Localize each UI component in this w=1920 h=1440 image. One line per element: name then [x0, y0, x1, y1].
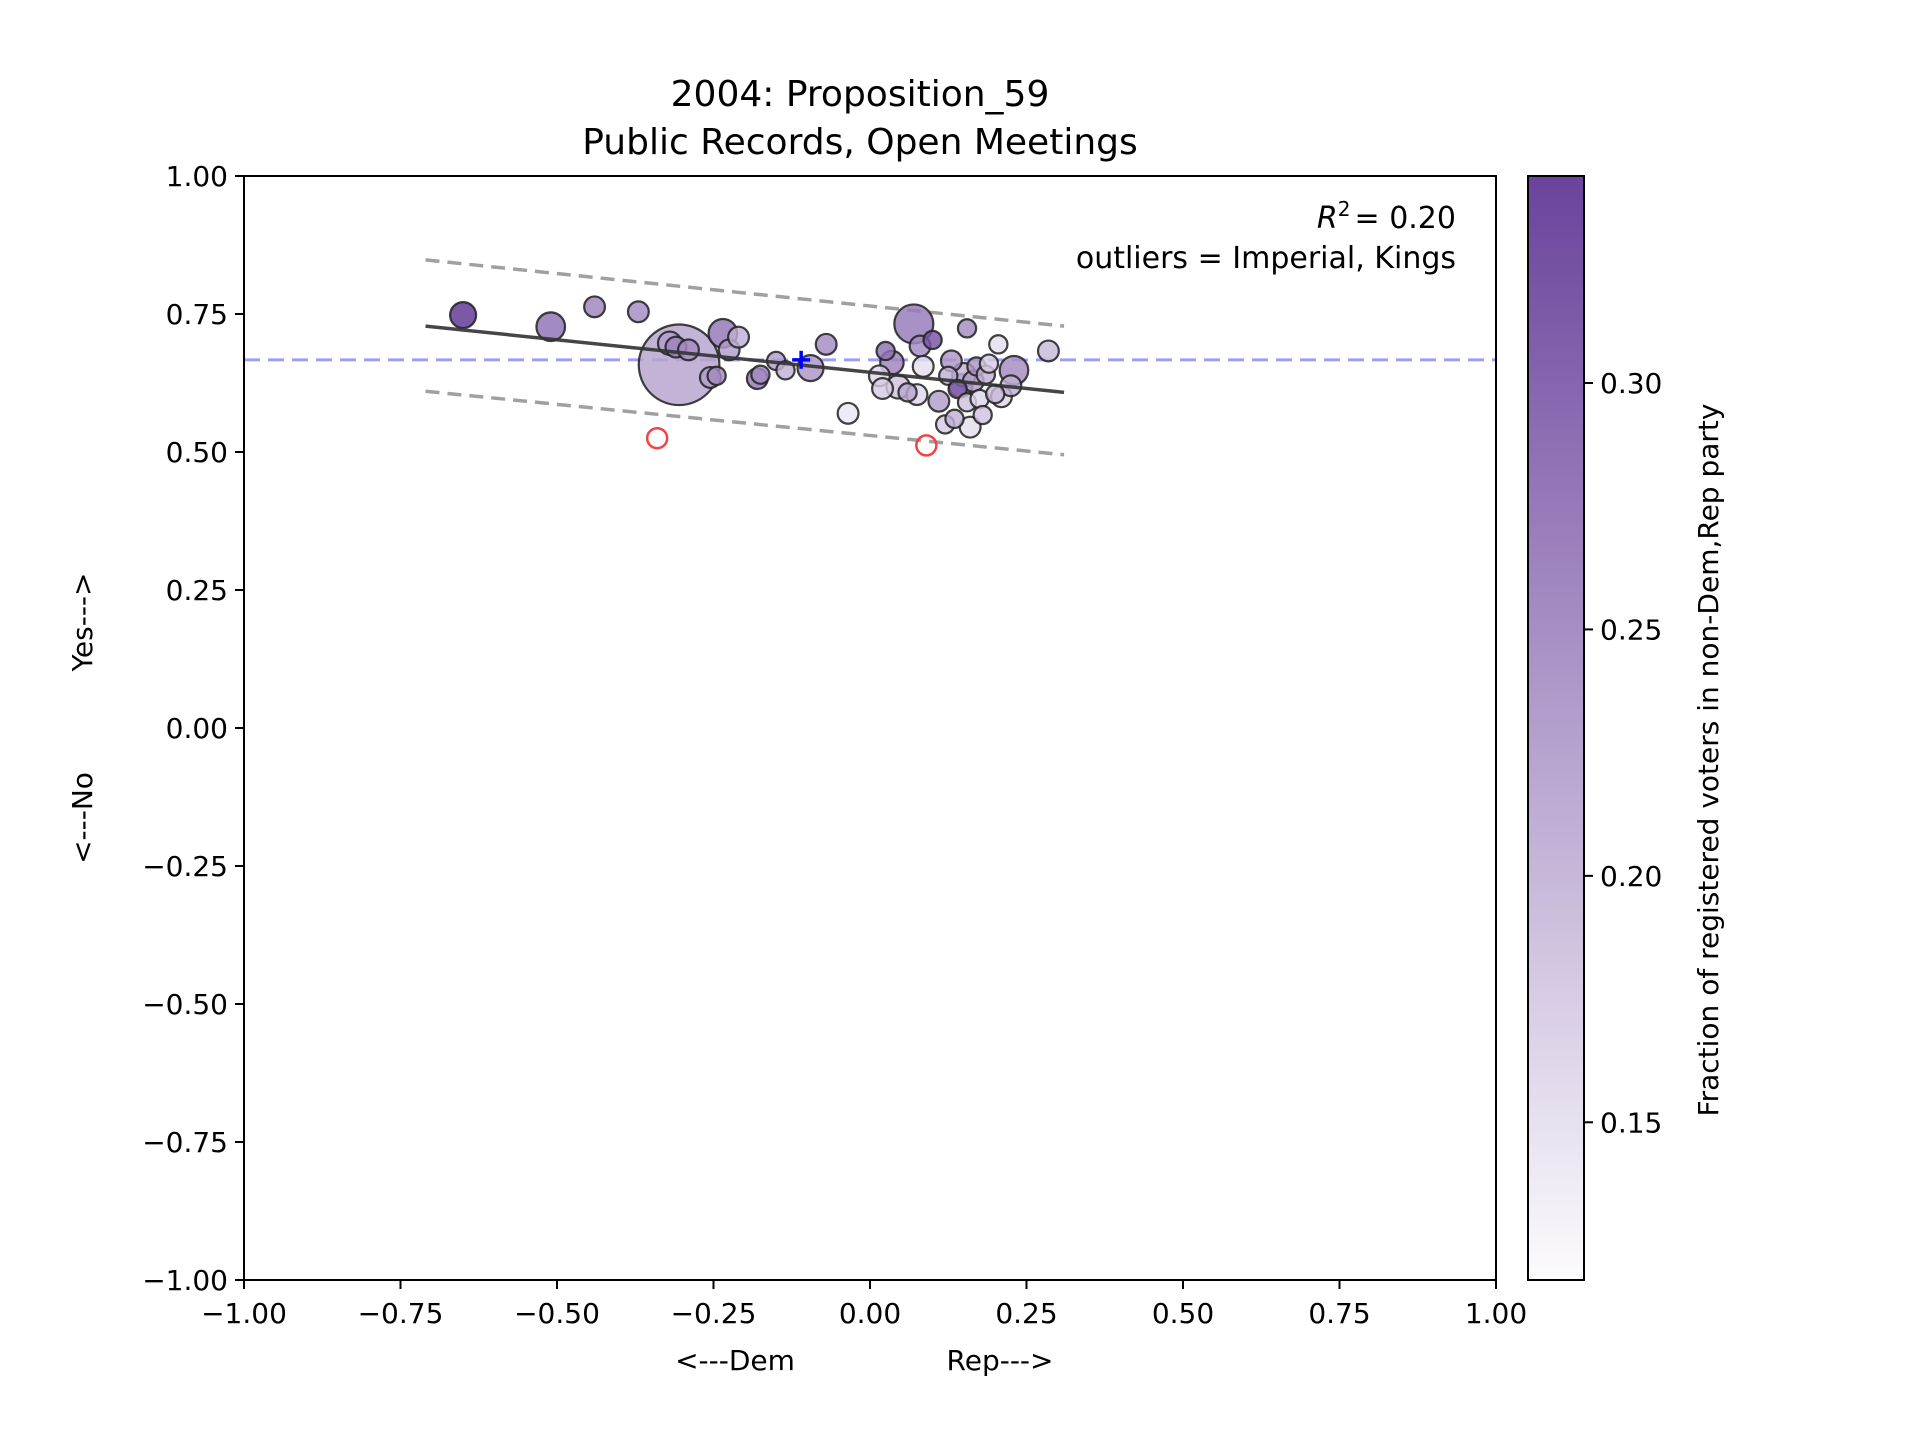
data-point: [727, 325, 751, 349]
x-tick-label: 1.00: [1465, 1297, 1527, 1330]
data-point: [583, 295, 607, 319]
colorbar-gradient: [1528, 176, 1584, 1280]
data-point: [944, 408, 965, 430]
outlier-point: [645, 426, 669, 450]
colorbar-tick-label: 0.25: [1600, 613, 1662, 646]
data-point: [836, 401, 860, 425]
data-point: [897, 382, 918, 403]
x-tick-label: −0.75: [358, 1297, 444, 1330]
y-axis-label-no: <---No: [66, 772, 99, 864]
y-tick-label: −0.75: [142, 1126, 228, 1159]
y-tick-label: 0.25: [166, 574, 228, 607]
data-point: [875, 340, 896, 362]
plot-area: −1.00 −0.75 −0.50 −0.25 0.00 0.25 0.50 0.75 1.00…: [142, 160, 1527, 1330]
data-point: [927, 389, 951, 413]
data-point: [626, 300, 650, 324]
colorbar-tick-label: 0.20: [1600, 860, 1662, 893]
y-tick-label: −1.00: [142, 1264, 228, 1297]
data-point: [1036, 339, 1060, 363]
colorbar-tick-label: 0.15: [1600, 1106, 1662, 1139]
x-tick-label: 0.75: [1308, 1297, 1370, 1330]
prediction-band-lower: [425, 389, 1065, 457]
y-tick-label: 0.00: [166, 712, 228, 745]
outlier-point: [915, 434, 938, 457]
data-point: [956, 318, 978, 339]
colorbar-tick-label: 0.30: [1600, 367, 1662, 400]
x-axis-label-rep: Rep--->: [947, 1344, 1054, 1377]
r-squared-value: = 0.20: [1355, 201, 1456, 236]
data-point: [985, 383, 1006, 405]
y-tick-label: −0.25: [142, 850, 228, 883]
prediction-band-upper: [425, 258, 1065, 328]
data-point: [775, 360, 796, 381]
r-squared-exponent: 2: [1338, 197, 1351, 221]
outliers-annotation: outliers = Imperial, Kings: [1076, 241, 1456, 276]
chart-title: 2004: Proposition_59: [671, 74, 1050, 115]
x-axis-label-dem: <---Dem: [675, 1344, 795, 1377]
regression-line: [425, 324, 1065, 395]
data-point: [676, 338, 700, 362]
x-tick-label: 0.25: [995, 1297, 1057, 1330]
data-point: [972, 404, 993, 426]
data-point: [814, 332, 838, 356]
y-tick-label: 1.00: [166, 160, 228, 193]
data-point: [922, 329, 943, 351]
data-point: [535, 311, 567, 343]
r-squared-annotation: R2 = 0.20: [1317, 197, 1456, 236]
colorbar: 0.15 0.20 0.25 0.30: [1527, 175, 1662, 1281]
data-point: [911, 354, 935, 378]
x-tick-label: 0.50: [1152, 1297, 1214, 1330]
data-point: [750, 364, 771, 385]
r-squared-symbol: R: [1317, 201, 1338, 236]
data-point: [871, 377, 895, 401]
colorbar-frame: [1527, 175, 1585, 1281]
data-point: [449, 301, 478, 330]
chart-subtitle: Public Records, Open Meetings: [582, 122, 1138, 163]
x-tick-label: −0.50: [514, 1297, 600, 1330]
x-tick-label: −0.25: [671, 1297, 757, 1330]
data-point: [988, 334, 1009, 355]
y-axis-label-yes: Yes--->: [66, 573, 99, 673]
y-tick-label: −0.50: [142, 988, 228, 1021]
y-tick-label: 0.75: [166, 298, 228, 331]
colorbar-label: Fraction of registered voters in non-Dem…: [1692, 404, 1725, 1117]
data-point: [706, 365, 727, 387]
data-point: [978, 353, 1000, 374]
x-tick-label: 0.00: [839, 1297, 901, 1330]
x-tick-label: −1.00: [201, 1297, 287, 1330]
y-tick-label: 0.50: [166, 436, 228, 469]
